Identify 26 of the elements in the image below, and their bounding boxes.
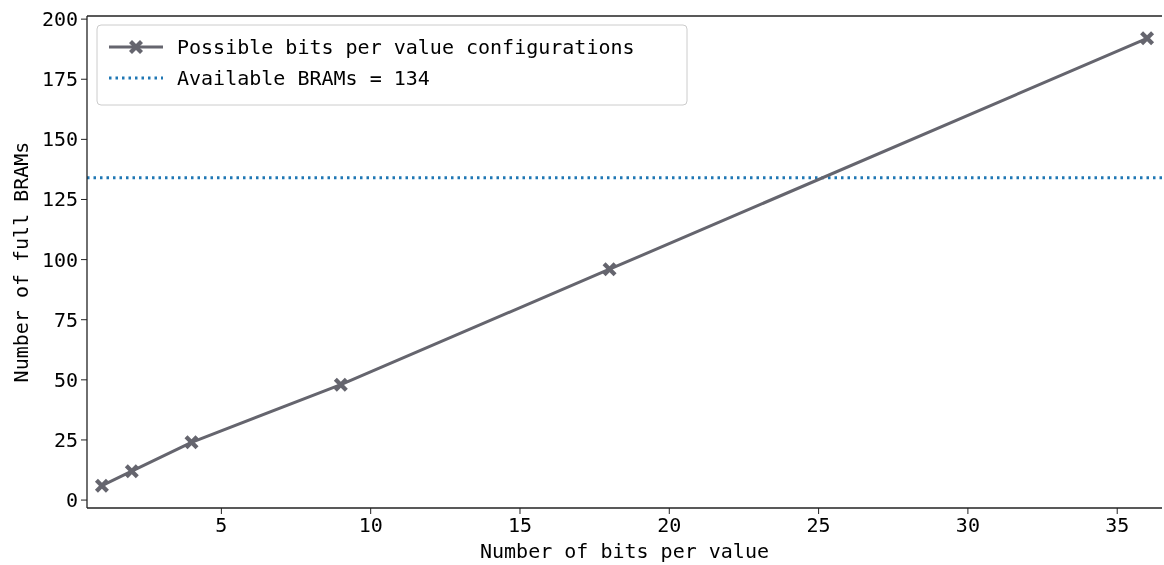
x-tick-label: 35 <box>1105 513 1130 537</box>
x-tick-label: 30 <box>955 513 980 537</box>
x-axis-title: Number of bits per value <box>480 539 769 563</box>
y-tick-label: 100 <box>41 247 78 272</box>
y-tick-label: 175 <box>41 67 78 92</box>
y-tick-label: 125 <box>41 187 78 212</box>
legend-label: Possible bits per value configurations <box>177 35 635 59</box>
x-tick-label: 15 <box>507 513 533 537</box>
legend-label: Available BRAMs = 134 <box>177 66 430 90</box>
y-tick-label: 200 <box>41 7 78 32</box>
point <box>1140 31 1155 46</box>
x-tick-label: 5 <box>215 513 228 537</box>
y-tick-label: 0 <box>65 488 78 513</box>
y-tick-label: 50 <box>53 367 78 392</box>
point <box>184 435 199 450</box>
y-axis-title: Number of full BRAMs <box>9 141 33 383</box>
point <box>333 377 348 392</box>
y-tick-label: 25 <box>53 427 78 452</box>
x-tick-label: 20 <box>657 513 682 537</box>
point <box>124 464 139 479</box>
point <box>602 262 617 277</box>
y-tick-label: 75 <box>53 307 78 332</box>
x-tick-label: 25 <box>806 513 831 537</box>
y-tick-label: 150 <box>41 127 78 152</box>
point <box>94 478 109 493</box>
x-tick-label: 10 <box>358 513 383 537</box>
